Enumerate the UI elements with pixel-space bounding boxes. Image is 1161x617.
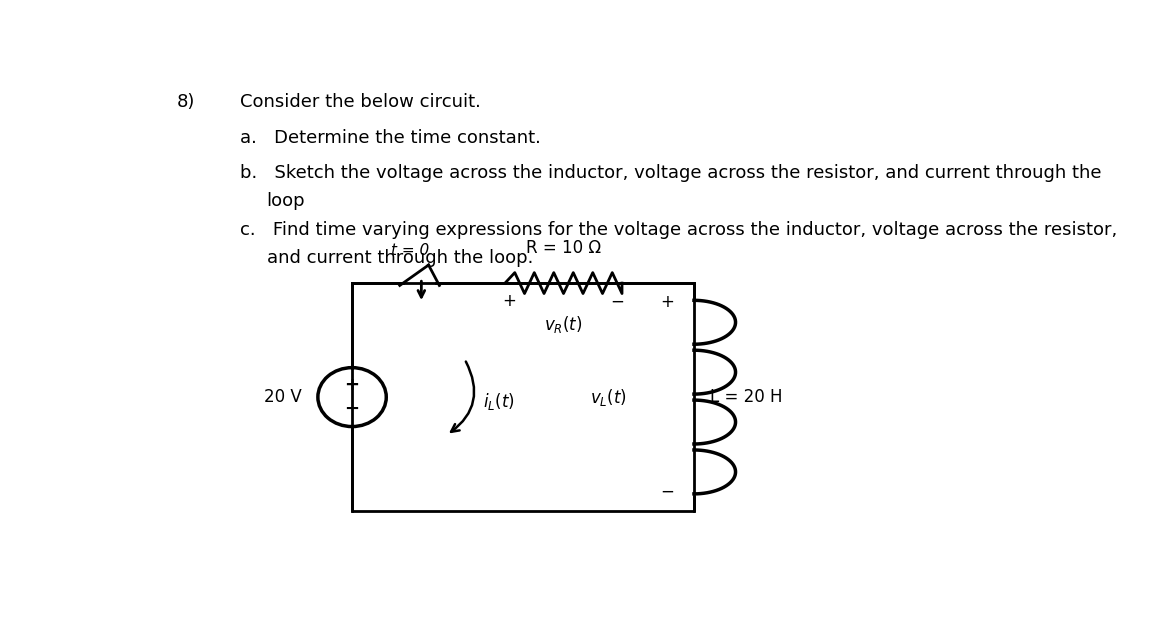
FancyArrowPatch shape	[452, 362, 474, 432]
Text: a.   Determine the time constant.: a. Determine the time constant.	[239, 129, 541, 147]
Text: Consider the below circuit.: Consider the below circuit.	[239, 93, 481, 111]
Text: loop: loop	[267, 192, 305, 210]
Text: $i_L(t)$: $i_L(t)$	[483, 391, 514, 412]
Text: and current through the loop.: and current through the loop.	[267, 249, 533, 267]
Text: +: +	[661, 293, 675, 311]
Text: b.   Sketch the voltage across the inductor, voltage across the resistor, and cu: b. Sketch the voltage across the inducto…	[239, 164, 1101, 182]
Text: −: −	[661, 483, 675, 501]
Text: $v_L(t)$: $v_L(t)$	[590, 387, 627, 408]
Text: L = 20 H: L = 20 H	[711, 388, 783, 406]
Text: 8): 8)	[176, 93, 195, 111]
Text: $v_R(t)$: $v_R(t)$	[545, 314, 583, 335]
Text: +: +	[345, 376, 360, 394]
Text: −: −	[611, 292, 625, 310]
Text: 20 V: 20 V	[264, 388, 302, 406]
Text: R = 10 Ω: R = 10 Ω	[526, 239, 601, 257]
Text: c.   Find time varying expressions for the voltage across the inductor, voltage : c. Find time varying expressions for the…	[239, 222, 1117, 239]
Text: −: −	[345, 400, 360, 418]
Text: +: +	[503, 292, 517, 310]
Text: t = 0: t = 0	[391, 243, 430, 259]
